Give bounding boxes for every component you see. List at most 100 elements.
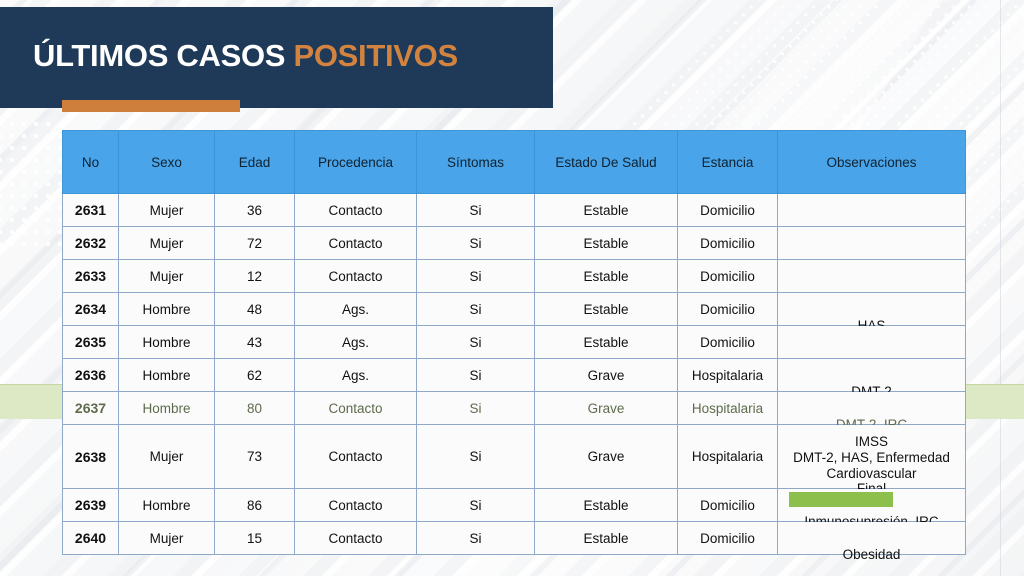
cell-edad: 86 bbox=[214, 488, 295, 523]
cell-estan: Domicilio bbox=[677, 193, 778, 227]
cell-sint: Si bbox=[416, 521, 535, 556]
cell-estan: Hospitalaria bbox=[677, 358, 778, 392]
cases-table: No Sexo Edad Procedencia Síntomas Estado… bbox=[62, 130, 966, 562]
column-header-procedencia[interactable]: Procedencia bbox=[294, 130, 417, 194]
cell-sint: Si bbox=[416, 292, 535, 326]
table-row[interactable]: 2635 Hombre 43 Ags. Si Estable Domicilio bbox=[62, 325, 966, 359]
cell-proc: Contacto bbox=[294, 226, 417, 260]
table-row[interactable]: 2632 Mujer 72 Contacto Si Estable Domicilio bbox=[62, 226, 966, 260]
cell-sexo: Mujer bbox=[118, 423, 215, 490]
cell-no: 2631 bbox=[62, 193, 119, 227]
cell-sexo: Hombre bbox=[118, 488, 215, 523]
cell-no: 2632 bbox=[62, 226, 119, 260]
title-banner: ÚLTIMOS CASOS POSITIVOS bbox=[0, 7, 553, 108]
cell-edad: 43 bbox=[214, 325, 295, 359]
cell-sexo: Mujer bbox=[118, 226, 215, 260]
observaciones-text: Obesidad bbox=[842, 547, 901, 563]
cell-edad: 72 bbox=[214, 226, 295, 260]
cell-estan: Domicilio bbox=[677, 521, 778, 556]
cell-sexo: Hombre bbox=[118, 391, 215, 425]
cell-no: 2635 bbox=[62, 325, 119, 359]
cell-estan: Domicilio bbox=[677, 259, 778, 293]
cell-estado: Estable bbox=[534, 521, 678, 556]
cell-sint: Si bbox=[416, 259, 535, 293]
cell-estado: Estable bbox=[534, 488, 678, 523]
cell-estado: Estable bbox=[534, 325, 678, 359]
cell-sint: Si bbox=[416, 358, 535, 392]
cell-estado: Grave bbox=[534, 358, 678, 392]
table-header-row: No Sexo Edad Procedencia Síntomas Estado… bbox=[62, 130, 966, 194]
cell-estan: Hospitalaria bbox=[677, 423, 778, 490]
table-body: 2631 Mujer 36 Contacto Si Estable Domicilio 263… bbox=[62, 193, 966, 562]
table-row[interactable]: 2631 Mujer 36 Contacto Si Estable Domicilio bbox=[62, 193, 966, 227]
cell-no: 2633 bbox=[62, 259, 119, 293]
cell-estan: Hospitalaria bbox=[677, 391, 778, 425]
cell-estado: Grave bbox=[534, 423, 678, 490]
column-header-estancia[interactable]: Estancia bbox=[677, 130, 778, 194]
cell-obs bbox=[777, 193, 966, 227]
cell-obs: DMT-2 bbox=[777, 358, 966, 399]
cell-no: 2636 bbox=[62, 358, 119, 392]
cell-proc: Contacto bbox=[294, 259, 417, 293]
cell-sint: Si bbox=[416, 391, 535, 425]
cell-edad: 48 bbox=[214, 292, 295, 326]
cell-estan: Domicilio bbox=[677, 325, 778, 359]
cell-obs: DMT-2, IRC bbox=[777, 391, 966, 432]
cell-no: 2639 bbox=[62, 488, 119, 523]
page-title-main: ÚLTIMOS CASOS bbox=[33, 38, 294, 73]
cell-estado: Grave bbox=[534, 391, 678, 425]
cell-no: 2634 bbox=[62, 292, 119, 326]
table-row[interactable]: 2640 Mujer 15 Contacto Si Estable Domicilio Obe… bbox=[62, 521, 966, 562]
cell-sexo: Hombre bbox=[118, 292, 215, 326]
cell-sint: Si bbox=[416, 488, 535, 523]
cell-sexo: Mujer bbox=[118, 521, 215, 556]
cell-sint: Si bbox=[416, 423, 535, 490]
cell-sexo: Mujer bbox=[118, 193, 215, 227]
table-row[interactable]: 2633 Mujer 12 Contacto Si Estable Domicilio bbox=[62, 259, 966, 293]
cell-estado: Estable bbox=[534, 259, 678, 293]
cell-estan: Domicilio bbox=[677, 488, 778, 523]
cell-proc: Ags. bbox=[294, 358, 417, 392]
cell-no: 2640 bbox=[62, 521, 119, 556]
cell-proc: Contacto bbox=[294, 423, 417, 490]
column-header-sexo[interactable]: Sexo bbox=[118, 130, 215, 194]
cell-sint: Si bbox=[416, 226, 535, 260]
title-underline-bar bbox=[62, 100, 240, 112]
cell-obs bbox=[777, 226, 966, 260]
column-header-sintomas[interactable]: Síntomas bbox=[416, 130, 535, 194]
cell-edad: 36 bbox=[214, 193, 295, 227]
cell-obs bbox=[777, 259, 966, 293]
cell-estan: Domicilio bbox=[677, 292, 778, 326]
cell-obs: Obesidad bbox=[777, 521, 966, 562]
cell-proc: Contacto bbox=[294, 391, 417, 425]
page-title: ÚLTIMOS CASOS POSITIVOS bbox=[33, 40, 458, 71]
column-header-observaciones[interactable]: Observaciones bbox=[777, 130, 966, 194]
cell-proc: Ags. bbox=[294, 325, 417, 359]
page-title-accent: POSITIVOS bbox=[293, 38, 458, 73]
cell-edad: 73 bbox=[214, 423, 295, 490]
text-selection-highlight bbox=[789, 492, 893, 507]
cell-sint: Si bbox=[416, 193, 535, 227]
cell-estado: Estable bbox=[534, 226, 678, 260]
slide-edge-line bbox=[1000, 0, 1001, 576]
background-dot-pattern-left bbox=[0, 118, 64, 248]
column-header-no[interactable]: No bbox=[62, 130, 119, 194]
cell-obs bbox=[777, 325, 966, 359]
cell-estado: Estable bbox=[534, 193, 678, 227]
cell-estan: Domicilio bbox=[677, 226, 778, 260]
cell-estado: Estable bbox=[534, 292, 678, 326]
column-header-edad[interactable]: Edad bbox=[214, 130, 295, 194]
cell-edad: 80 bbox=[214, 391, 295, 425]
cell-obs: HAS bbox=[777, 292, 966, 333]
table-header: No Sexo Edad Procedencia Síntomas Estado… bbox=[62, 130, 966, 194]
table-row[interactable]: 2637Hombre80ContactoSiGraveHospitalariaD… bbox=[62, 391, 966, 432]
cell-sexo: Hombre bbox=[118, 325, 215, 359]
column-header-estado-de-salud[interactable]: Estado De Salud bbox=[534, 130, 678, 194]
cell-no: 2638 bbox=[62, 423, 119, 490]
cell-sexo: Mujer bbox=[118, 259, 215, 293]
cell-proc: Contacto bbox=[294, 488, 417, 523]
table-row[interactable]: 2638 Mujer 73 Contacto Si Grave Hospitalaria IM… bbox=[62, 423, 966, 496]
